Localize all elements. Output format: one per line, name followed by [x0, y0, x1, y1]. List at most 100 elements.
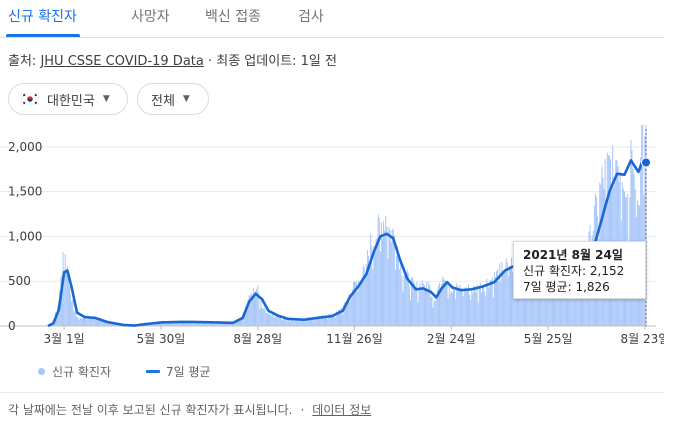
- case-bar: [314, 316, 316, 326]
- case-bar: [181, 322, 183, 326]
- case-bar: [286, 320, 288, 326]
- case-bar: [343, 304, 345, 326]
- case-bar: [108, 323, 110, 326]
- case-bar: [449, 292, 451, 326]
- case-bar: [283, 318, 285, 326]
- country-label: 대한민국: [47, 93, 95, 109]
- case-bar: [329, 314, 331, 326]
- case-bar: [298, 319, 300, 326]
- tooltip-average-value: 1,826: [575, 280, 610, 294]
- case-bar: [630, 139, 632, 326]
- tab-tests[interactable]: 검사: [298, 9, 324, 25]
- case-bar: [529, 279, 531, 326]
- case-bar: [224, 322, 226, 326]
- case-bar: [241, 317, 243, 326]
- case-bar: [413, 280, 415, 326]
- case-bar: [444, 280, 446, 326]
- cases-chart[interactable]: 0 500 1,000 1,500 2,000 3월 1일 5월 30일 8월 28일 11월 …: [0, 125, 664, 353]
- case-bar: [478, 287, 480, 326]
- case-bar: [418, 288, 420, 326]
- case-bar: [303, 319, 305, 326]
- case-bar: [644, 135, 646, 326]
- case-bar: [456, 283, 458, 326]
- case-bar: [575, 297, 577, 326]
- case-bar: [312, 320, 314, 326]
- case-bar: [321, 315, 323, 326]
- case-bar: [262, 308, 264, 326]
- case-bar: [434, 300, 436, 326]
- case-bar: [374, 250, 376, 326]
- tab-new-cases[interactable]: 신규 확진자: [8, 9, 77, 25]
- y-tick-label: 1,500: [8, 185, 42, 199]
- case-bar: [322, 315, 324, 326]
- case-bar: [276, 314, 278, 326]
- case-bar: [184, 323, 186, 326]
- country-dropdown[interactable]: 대한민국 ▼: [8, 83, 128, 115]
- case-bar: [477, 302, 479, 326]
- case-bar: [67, 274, 69, 326]
- case-bar: [203, 322, 205, 326]
- case-bar: [436, 289, 438, 326]
- case-bar: [518, 278, 520, 326]
- case-bar: [266, 313, 268, 326]
- case-bar: [189, 321, 191, 326]
- footnote-separator: ·: [300, 403, 305, 417]
- case-bar: [338, 309, 340, 326]
- case-bar: [260, 300, 262, 326]
- case-bar: [347, 299, 349, 326]
- case-bar: [483, 288, 485, 326]
- data-info-link[interactable]: 데이터 정보: [312, 403, 372, 417]
- case-bar: [309, 317, 311, 326]
- case-bar: [192, 322, 194, 326]
- case-bar: [76, 317, 78, 326]
- case-bar: [437, 285, 439, 326]
- case-bar: [330, 312, 332, 326]
- case-bar: [301, 319, 303, 326]
- case-bar: [216, 321, 218, 326]
- case-bar: [299, 318, 301, 326]
- case-bar: [77, 317, 79, 326]
- y-tick-label: 500: [8, 274, 31, 288]
- case-bar: [388, 226, 390, 326]
- case-bar: [195, 322, 197, 326]
- legend-dot-icon: [38, 368, 45, 375]
- case-bar: [96, 318, 98, 326]
- case-bar: [499, 263, 501, 326]
- case-bar: [234, 321, 236, 326]
- case-bar: [430, 296, 432, 326]
- tab-deaths[interactable]: 사망자: [131, 9, 170, 25]
- case-bar: [82, 316, 84, 326]
- case-bar: [290, 319, 292, 326]
- range-dropdown[interactable]: 전체 ▼: [137, 83, 209, 115]
- tooltip-average-label: 7일 평균:: [523, 280, 576, 294]
- case-bar: [110, 323, 112, 326]
- legend-item-average[interactable]: 7일 평균: [146, 363, 211, 380]
- case-bar: [254, 295, 256, 326]
- case-bar: [100, 319, 102, 326]
- case-bar: [486, 278, 488, 326]
- case-bar: [248, 295, 250, 326]
- case-bar: [259, 308, 261, 326]
- case-bar: [210, 322, 212, 326]
- tab-bar: 신규 확진자 사망자 백신 접종 검사: [0, 0, 664, 38]
- case-bar: [419, 282, 421, 326]
- case-bar: [642, 125, 644, 326]
- source-link[interactable]: JHU CSSE COVID-19 Data: [40, 54, 204, 69]
- case-bar: [295, 319, 297, 326]
- case-bar: [472, 293, 474, 326]
- case-bar: [114, 324, 116, 326]
- south-korea-flag-icon: [21, 93, 39, 105]
- case-bar: [381, 238, 383, 326]
- case-bar: [287, 320, 289, 326]
- case-bar: [74, 312, 76, 326]
- case-bar: [341, 307, 343, 326]
- legend-item-cases[interactable]: 신규 확진자: [38, 363, 111, 380]
- case-bar: [180, 322, 182, 326]
- case-bar: [258, 293, 260, 326]
- case-bar: [466, 289, 468, 326]
- case-bar: [199, 323, 201, 326]
- x-tick-label: 2월 24일: [427, 332, 476, 346]
- case-bar: [233, 321, 235, 326]
- tab-vaccinations[interactable]: 백신 접종: [205, 9, 261, 25]
- case-bar: [164, 321, 166, 326]
